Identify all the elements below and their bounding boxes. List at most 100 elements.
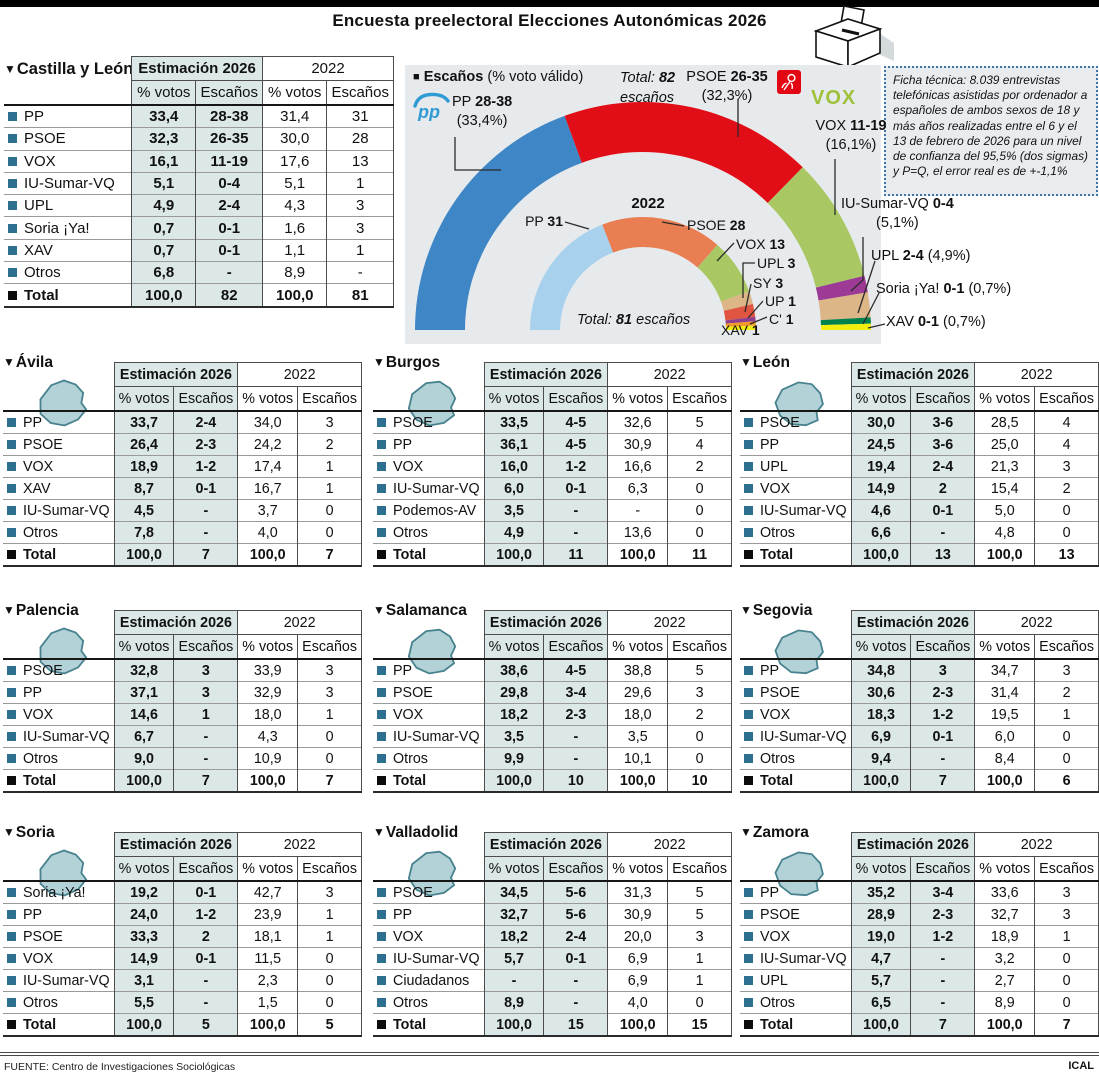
- group-header-row: Estimación 2026 2022: [740, 362, 1099, 387]
- cell-seats-2022: 3: [297, 658, 362, 682]
- party-bullet-icon: [8, 201, 17, 211]
- cell-party: PSOE: [740, 410, 852, 434]
- ballot-box-side: [847, 27, 881, 69]
- cell-votes-2026: 18,2: [483, 703, 545, 726]
- table-row: VOX 16,1 11-19 17,6 13: [4, 149, 394, 173]
- cell-votes-2026: 9,4: [850, 747, 912, 770]
- table-row: PSOE 29,8 3-4 29,6 3: [373, 681, 732, 704]
- table-row: VOX 19,0 1-2 18,9 1: [740, 925, 1099, 948]
- cell-seats-2022: 6: [1034, 769, 1099, 793]
- cell-seats-2026: 0-1: [910, 499, 976, 522]
- cell-seats-2026: 3-4: [543, 681, 609, 704]
- group-header-row: Estimación 2026 2022: [373, 832, 732, 857]
- header-seats-2026: Escaños: [195, 80, 264, 106]
- cell-seats-2026: 0-4: [195, 171, 264, 195]
- sub-header-row: % votos Escaños% votos Escaños: [373, 856, 732, 882]
- party-bullet-icon: [8, 223, 17, 233]
- cell-party: XAV: [3, 477, 115, 500]
- cell-seats-2022: 3: [297, 410, 362, 434]
- empty-header: [3, 386, 115, 412]
- cell-party: VOX: [373, 455, 485, 478]
- cell-votes-2026: 28,9: [850, 903, 912, 926]
- empty-header: [3, 833, 114, 857]
- cell-party: IU-Sumar-VQ: [373, 725, 485, 748]
- header-votes-2022: % votos: [607, 856, 669, 882]
- table-row: PP 33,7 2-4 34,0 3: [3, 410, 362, 434]
- empty-header: [3, 611, 114, 635]
- table-row: PP 24,0 1-2 23,9 1: [3, 903, 362, 926]
- cell-votes-2022: 2,7: [974, 969, 1036, 992]
- cell-votes-2026: 33,7: [113, 410, 175, 434]
- region-section-castilla-y-leon: ▼Castilla y León Estimación 2026 2022% vot…: [4, 52, 394, 316]
- cell-votes-2022: 29,6: [607, 681, 669, 704]
- party-bullet-icon: [377, 549, 386, 559]
- table-row: Otros 6,5-8,9 0: [740, 991, 1099, 1014]
- header-seats-2026: Escaños: [173, 386, 239, 412]
- header-seats-2026: Escaños: [543, 386, 609, 412]
- header-seats-2022: Escaños: [297, 386, 362, 412]
- cell-seats-2026: 11-19: [195, 149, 264, 173]
- header-seats-2022: Escaños: [326, 80, 394, 106]
- cell-votes-2022: 100,0: [974, 769, 1036, 793]
- cell-seats-2022: 4: [667, 433, 732, 456]
- cell-seats-2026: -: [543, 969, 609, 992]
- cell-votes-2022: 28,5: [974, 410, 1036, 434]
- cell-seats-2026: 0-1: [173, 477, 239, 500]
- cell-votes-2026: 14,6: [113, 703, 175, 726]
- cell-seats-2022: 2: [1034, 681, 1099, 704]
- header-2022: 2022: [607, 610, 732, 635]
- cell-seats-2022: 81: [326, 283, 394, 308]
- header-seats-2026: Escaños: [910, 856, 976, 882]
- cell-seats-2026: 0-1: [173, 880, 239, 904]
- cell-votes-2022: 4,3: [237, 725, 299, 748]
- header-votes-2022: % votos: [237, 634, 299, 660]
- cell-votes-2026: 3,5: [483, 499, 545, 522]
- cell-seats-2022: 0: [667, 991, 732, 1014]
- cell-seats-2022: 0: [1034, 499, 1099, 522]
- cell-votes-2026: 100,0: [850, 1013, 912, 1037]
- cell-party: PP: [4, 104, 132, 128]
- province-title: ▼Soria: [3, 824, 55, 842]
- cell-seats-2022: 0: [1034, 969, 1099, 992]
- segment-xav: [725, 325, 757, 330]
- cell-party: IU-Sumar-VQ: [740, 947, 852, 970]
- party-bullet-icon: [744, 753, 753, 763]
- table-total-row: Total 100,0 7 100,0 7: [740, 1013, 1099, 1037]
- sub-header-row: % votos Escaños% votos Escaños: [373, 386, 732, 412]
- empty-header: [373, 833, 484, 857]
- inner-label-up: UP 1: [765, 293, 796, 309]
- cell-votes-2026: 4,5: [113, 499, 175, 522]
- inner-label-pp: PP 31: [525, 213, 563, 229]
- empty-header: [740, 363, 851, 387]
- segment-upl: [720, 291, 753, 311]
- cell-seats-2022: 1: [297, 903, 362, 926]
- cell-seats-2022: 5: [297, 1013, 362, 1037]
- table-row: IU-Sumar-VQ 3,1-2,3 0: [3, 969, 362, 992]
- party-bullet-icon: [377, 953, 386, 963]
- cell-votes-2026: 5,5: [113, 991, 175, 1014]
- table-row: Otros 4,9-13,6 0: [373, 521, 732, 544]
- table-row: PSOE 34,5 5-6 31,3 5: [373, 880, 732, 904]
- cell-votes-2026: 34,5: [483, 880, 545, 904]
- footer-credit: ICAL: [1068, 1060, 1094, 1072]
- cell-party: IU-Sumar-VQ: [3, 969, 115, 992]
- table-row: Podemos-AV 3,5- -0: [373, 499, 732, 522]
- cell-party: Otros: [3, 991, 115, 1014]
- cell-votes-2026: 14,9: [113, 947, 175, 970]
- cell-party: PSOE: [373, 410, 485, 434]
- cell-votes-2022: 100,0: [237, 769, 299, 793]
- cell-seats-2022: 2: [667, 703, 732, 726]
- province-name: Burgos: [385, 354, 441, 371]
- region-name: Castilla y León: [16, 60, 134, 78]
- cell-party: VOX: [3, 947, 115, 970]
- cell-seats-2026: 3-4: [910, 880, 976, 904]
- table-row: XAV 0,7 0-1 1,1 1: [4, 238, 394, 262]
- sub-header-row: % votos Escaños% votos Escaños: [4, 80, 394, 106]
- table-total-row: Total 100,0 15 100,0 15: [373, 1013, 732, 1037]
- cell-seats-2026: 2-4: [543, 925, 609, 948]
- party-bullet-icon: [8, 134, 17, 144]
- cell-seats-2022: 5: [667, 410, 732, 434]
- cell-seats-2026: 5-6: [543, 880, 609, 904]
- header-votes-2026: % votos: [850, 386, 912, 412]
- cell-votes-2022: 3,7: [237, 499, 299, 522]
